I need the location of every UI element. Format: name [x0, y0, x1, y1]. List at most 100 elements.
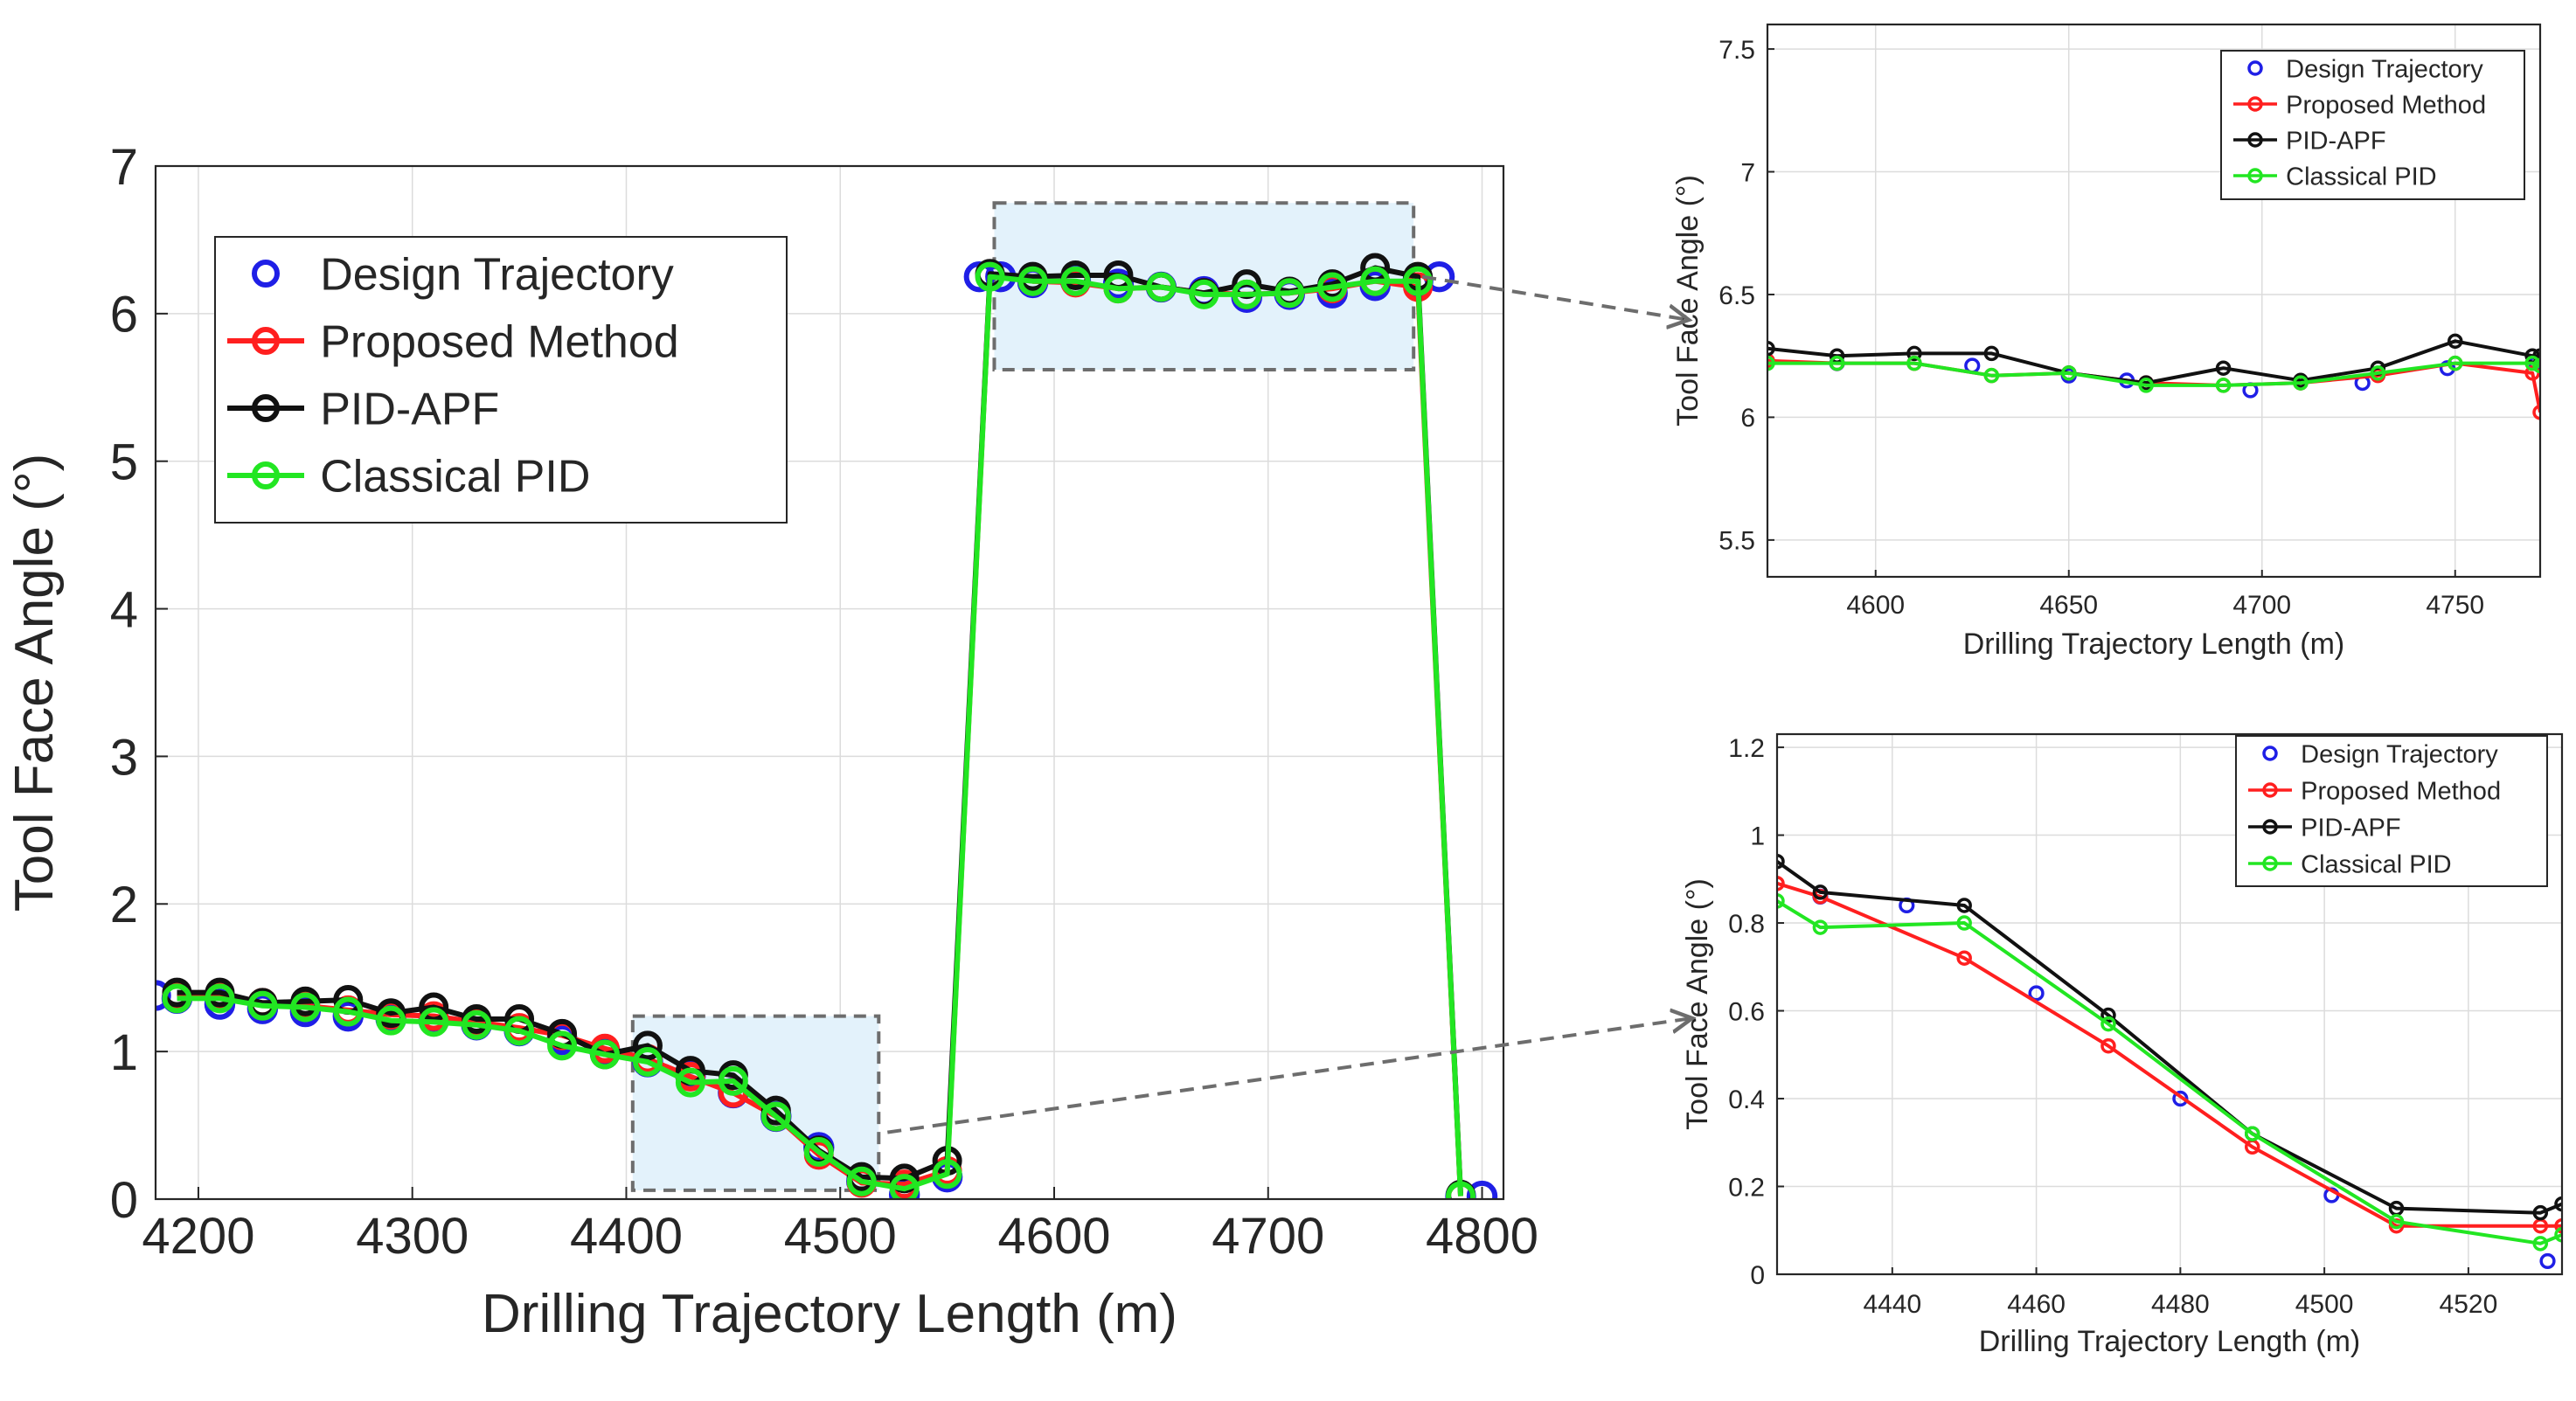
data-point-classical	[1812, 919, 1829, 935]
data-point-pidapf	[2532, 1204, 2549, 1221]
y-tick-label: 6	[1740, 404, 1755, 433]
data-point-pidapf	[1767, 341, 1775, 357]
data-point-classical	[1232, 279, 1262, 309]
data-point-classical	[1017, 266, 1048, 296]
y-tick-label: 7	[1740, 158, 1755, 187]
data-point-classical	[419, 1007, 449, 1037]
data-point-proposed	[1956, 950, 1972, 966]
data-point-classical	[675, 1067, 705, 1098]
x-axis-label: Drilling Trajectory Length (m)	[482, 1284, 1177, 1344]
y-tick-label: 0.6	[1728, 997, 1765, 1026]
chart-zoom_top: 4600 4650 4700 4750 5.5 6 6.5 7 7.5 Drilling Traj…	[1671, 23, 2542, 661]
y-tick-label: 3	[110, 729, 138, 786]
legend-label-classical: Classical PID	[2286, 163, 2436, 191]
y-axis-label: Tool Face Angle (°)	[1681, 878, 1714, 1130]
data-point-pidapf	[1777, 853, 1785, 870]
legend-label-pidapf: PID-APF	[2286, 127, 2385, 155]
series-line-classical	[177, 274, 1463, 1196]
legend-label-design: Design Trajectory	[320, 250, 674, 301]
x-tick-label: 4600	[997, 1208, 1110, 1265]
data-point-classical	[1906, 355, 1922, 371]
data-point-classical	[2554, 1227, 2562, 1243]
data-point-classical	[2448, 355, 2463, 371]
y-tick-label: 0.8	[1728, 910, 1765, 939]
x-axis-label: Drilling Trajectory Length (m)	[1979, 1325, 2360, 1358]
data-point-classical	[547, 1030, 578, 1061]
legend-box	[214, 236, 788, 524]
legend-label-pidapf: PID-APF	[320, 385, 499, 435]
y-tick-label: 4	[110, 581, 138, 638]
series-group	[1777, 853, 2562, 1270]
data-point-pidapf	[2215, 360, 2232, 376]
data-point-classical	[2244, 1126, 2260, 1141]
data-point-proposed	[2100, 1037, 2116, 1054]
legend-box	[2235, 735, 2548, 887]
y-tick-label: 5	[110, 434, 138, 491]
legend-marker-pidapf	[2247, 132, 2263, 148]
x-tick-label: 4650	[2039, 591, 2098, 620]
legend-label-design: Design Trajectory	[2286, 55, 2483, 83]
legend-marker-design	[2262, 746, 2278, 761]
y-tick-label: 6	[110, 287, 138, 343]
data-point-design	[2539, 1252, 2556, 1270]
data-point-classical	[290, 992, 321, 1023]
series-line-classical	[1767, 361, 2540, 387]
data-point-classical	[2532, 357, 2540, 374]
data-point-classical	[2215, 378, 2232, 393]
x-tick-label: 4700	[2232, 591, 2291, 620]
data-point-pidapf	[1812, 884, 1829, 900]
data-point-pidapf	[2100, 1007, 2116, 1023]
chart-main: 4200 4300 4400 4500 4600 4700 4800 0 1 2 3 4 5 6 7 Dril…	[4, 139, 1538, 1344]
data-point-classical	[590, 1039, 620, 1070]
x-tick-label: 4460	[2007, 1290, 2066, 1319]
legend-label-classical: Classical PID	[2301, 850, 2451, 878]
x-tick-label: 4600	[1846, 591, 1905, 620]
legend-marker-classical	[252, 461, 280, 489]
legend-label-design: Design Trajectory	[2301, 740, 2498, 768]
y-tick-label: 0.4	[1728, 1085, 1765, 1114]
x-tick-label: 4520	[2440, 1290, 2498, 1319]
y-tick-label: 6.5	[1718, 281, 1755, 310]
legend: Design Trajectory Proposed Method PID-APF C…	[214, 236, 788, 524]
y-tick-label: 7	[110, 139, 138, 196]
data-point-classical	[1060, 266, 1091, 296]
x-tick-label: 4750	[2426, 591, 2484, 620]
data-point-classical	[205, 983, 235, 1014]
series-line-proposed	[1777, 881, 2562, 1228]
data-point-classical	[504, 1016, 535, 1046]
legend-label-proposed: Proposed Method	[2301, 777, 2501, 805]
data-point-classical	[803, 1136, 834, 1167]
data-point-classical	[2138, 378, 2154, 393]
legend-marker-design	[252, 260, 280, 288]
data-point-classical	[2524, 355, 2540, 371]
legend-marker-pidapf	[252, 394, 280, 422]
legend-marker-design	[2247, 60, 2263, 76]
data-point-classical	[932, 1159, 962, 1189]
x-tick-label: 4400	[570, 1208, 683, 1265]
data-point-design	[2172, 1090, 2189, 1107]
axes-frame	[1766, 23, 2542, 579]
data-point-classical	[1983, 367, 2000, 384]
data-point-classical	[846, 1166, 877, 1196]
data-point-design	[2028, 985, 2045, 1002]
data-point-classical	[2061, 365, 2077, 381]
data-point-classical	[2293, 375, 2309, 391]
data-point-pidapf	[2554, 1196, 2562, 1212]
data-point-classical	[2370, 365, 2386, 381]
data-point-classical	[760, 1101, 791, 1132]
x-tick-label: 4440	[1863, 1290, 1921, 1319]
data-point-classical	[1767, 355, 1775, 371]
series-group	[156, 253, 1498, 1199]
data-point-classical	[162, 983, 192, 1014]
y-tick-label: 2	[110, 877, 138, 933]
data-point-classical	[889, 1174, 920, 1199]
x-tick-label: 4500	[2295, 1290, 2354, 1319]
data-point-classical	[1829, 355, 1845, 371]
x-tick-label: 4480	[2151, 1290, 2210, 1319]
legend-marker-classical	[2247, 168, 2263, 184]
axes-frame	[1775, 732, 2564, 1276]
data-point-classical	[247, 990, 278, 1021]
x-axis-label: Drilling Trajectory Length (m)	[1963, 628, 2344, 661]
